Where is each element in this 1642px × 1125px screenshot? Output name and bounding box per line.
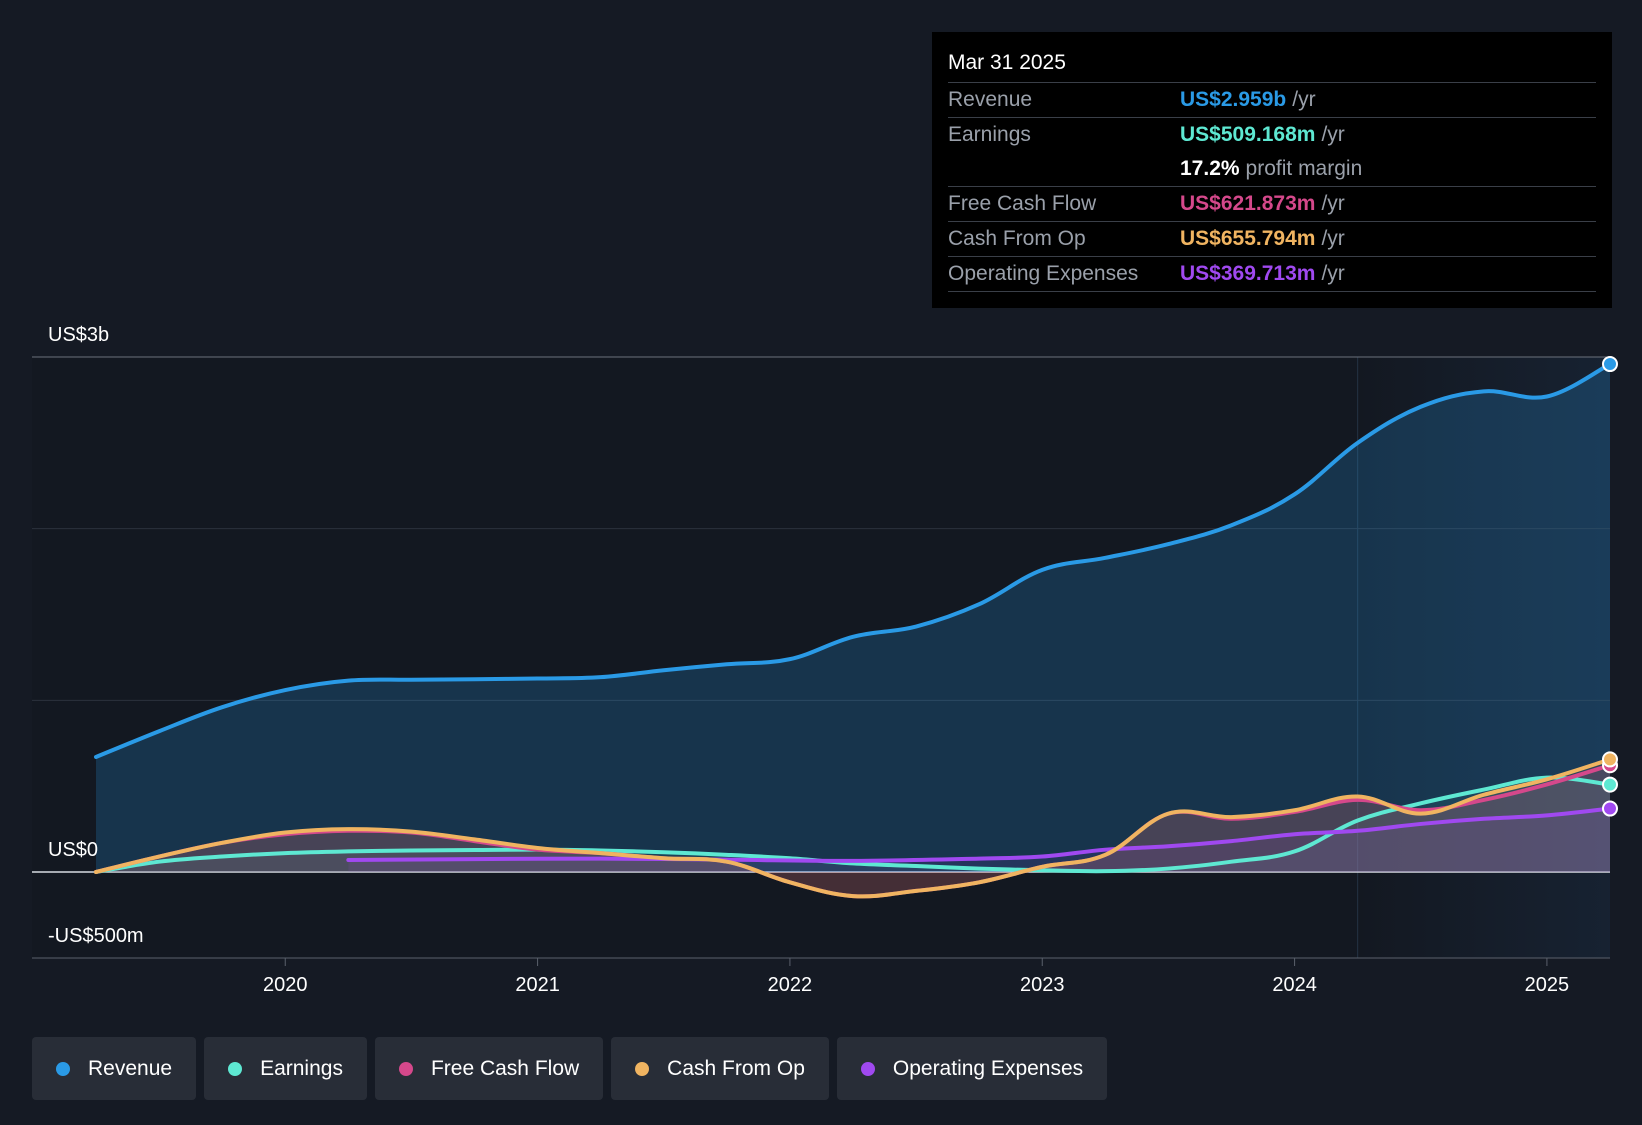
tooltip-unit: /yr (1321, 227, 1345, 250)
legend-dot-icon (860, 1061, 875, 1076)
y-axis-label: US$3b (48, 324, 109, 346)
tooltip-label: Operating Expenses (948, 262, 1139, 285)
endpoint-cash-from-op (1602, 751, 1618, 768)
endpoint-revenue (1602, 356, 1618, 373)
tooltip-label: Cash From Op (948, 227, 1086, 250)
tooltip-value: US$655.794m (1180, 227, 1316, 250)
tooltip-unit: /yr (1292, 88, 1316, 111)
tooltip-row-margin: 17.2% profit margin (948, 152, 1596, 187)
tooltip-value: US$2.959b (1180, 88, 1287, 111)
tooltip-row-revenue: Revenue US$2.959b /yr (948, 83, 1596, 118)
legend-label: Revenue (88, 1056, 173, 1080)
tooltip-date: Mar 31 2025 (948, 46, 1596, 83)
x-tick-label: 2024 (1272, 974, 1317, 996)
x-tick-label: 2025 (1525, 974, 1570, 996)
series-line-revenue (94, 362, 1612, 759)
tooltip-row-fcf: Free Cash Flow US$621.873m /yr (948, 187, 1596, 222)
series-line-cash-from-op (94, 757, 1612, 899)
legend-item-operating-expenses[interactable]: Operating Expenses (836, 1037, 1108, 1100)
legend-item-free-cash-flow[interactable]: Free Cash Flow (374, 1037, 604, 1100)
area-operating-expenses (348, 808, 1610, 872)
tooltip-row-earnings: Earnings US$509.168m /yr (948, 118, 1596, 152)
tooltip-unit: /yr (1321, 123, 1345, 146)
legend-item-earnings[interactable]: Earnings (204, 1037, 367, 1100)
tooltip-unit: /yr (1321, 192, 1345, 215)
series-line-operating-expenses (346, 806, 1612, 863)
legend-label: Free Cash Flow (430, 1056, 580, 1080)
legend-dot-icon (635, 1061, 650, 1076)
legend-item-revenue[interactable]: Revenue (32, 1037, 197, 1100)
legend: Revenue Earnings Free Cash Flow Cash Fro… (32, 1037, 1108, 1100)
x-tick-label: 2023 (1020, 974, 1065, 996)
endpoint-earnings (1602, 776, 1618, 793)
area-revenue (96, 364, 1610, 872)
highlight-region (1357, 357, 1610, 958)
x-tick-label: 2021 (515, 974, 560, 996)
plot-background (32, 357, 1610, 958)
legend-label: Earnings (260, 1056, 343, 1080)
y-axis-label: -US$500m (48, 925, 144, 947)
tooltip-unit: /yr (1321, 262, 1345, 285)
legend-dot-icon (228, 1061, 243, 1076)
tooltip-label: Free Cash Flow (948, 192, 1097, 215)
legend-dot-icon (56, 1061, 70, 1076)
tooltip-label: Revenue (948, 88, 1033, 111)
series-line-earnings (94, 775, 1612, 874)
y-axis-label: US$0 (48, 839, 98, 861)
tooltip-value: US$369.713m (1180, 262, 1316, 285)
profit-margin-text: profit margin (1245, 157, 1363, 180)
tooltip-value: US$621.873m (1180, 192, 1316, 215)
profit-margin-value: 17.2% (1180, 157, 1240, 180)
legend-dot-icon (398, 1061, 413, 1076)
tooltip-value: US$509.168m (1180, 123, 1316, 146)
legend-label: Cash From Op (667, 1056, 805, 1080)
endpoint-operating-expenses (1602, 800, 1618, 817)
legend-item-cash-from-op[interactable]: Cash From Op (611, 1037, 829, 1100)
tooltip-panel: Mar 31 2025 Revenue US$2.959b /yr Earnin… (932, 32, 1612, 308)
tooltip-row-opex: Operating Expenses US$369.713m /yr (948, 257, 1596, 292)
x-tick-label: 2022 (768, 974, 813, 996)
tooltip-row-cfo: Cash From Op US$655.794m /yr (948, 222, 1596, 257)
x-tick-label: 2020 (263, 974, 308, 996)
area-earnings (96, 777, 1610, 872)
tooltip-label: Earnings (948, 123, 1031, 146)
legend-label: Operating Expenses (892, 1056, 1084, 1080)
